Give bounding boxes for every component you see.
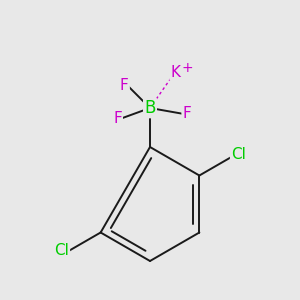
Text: Cl: Cl xyxy=(54,243,69,258)
Text: Cl: Cl xyxy=(231,147,246,162)
Text: +: + xyxy=(182,61,194,75)
Text: F: F xyxy=(113,111,122,126)
Text: F: F xyxy=(183,106,191,122)
Text: B: B xyxy=(144,99,156,117)
Text: K: K xyxy=(171,64,181,80)
Text: F: F xyxy=(120,78,129,93)
